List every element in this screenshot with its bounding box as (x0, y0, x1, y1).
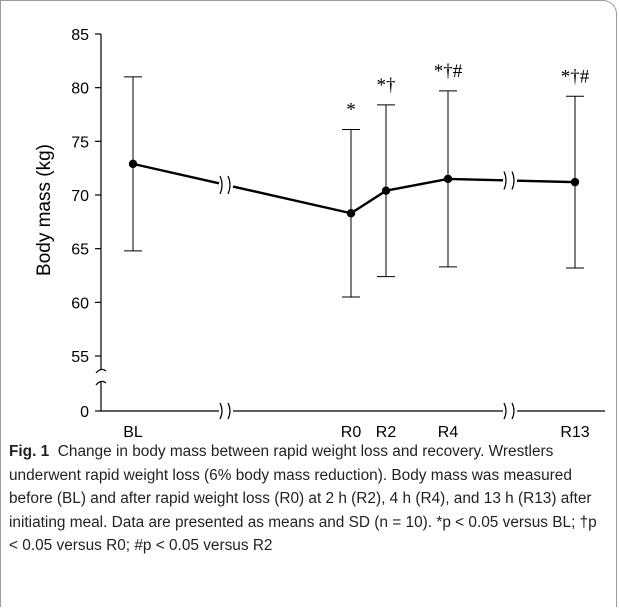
line-BL-R0-break-b (227, 175, 231, 195)
caption-text: Change in body mass between rapid weight… (9, 443, 597, 555)
line-R0-R2 (350, 189, 387, 215)
y-tick-label-65: 65 (71, 242, 89, 259)
axes (95, 34, 605, 420)
y-tick-label-85: 85 (71, 27, 89, 44)
significance-R13: *†# (561, 66, 590, 87)
x-ticks: BL R0 R2 R4 R13 (123, 424, 590, 440)
y-axis-label: Body mass (kg) (34, 144, 55, 276)
figure-caption: Fig. 1 Change in body mass between rapid… (9, 440, 609, 558)
y-axis-break-top (95, 368, 107, 374)
data-point-R2 (381, 186, 391, 195)
x-axis-break-2-a (503, 402, 507, 420)
line-R4-R13-break-b (511, 171, 515, 190)
x-tick-label-R0: R0 (341, 424, 362, 440)
line-R4-R13-left (447, 177, 504, 182)
y-tick-label-55: 55 (71, 349, 89, 366)
data-points (128, 159, 580, 218)
series-line (132, 162, 576, 215)
x-tick-label-BL: BL (123, 424, 143, 440)
line-R4-R13-break-a (503, 171, 507, 190)
x-axis-break-2-b (511, 402, 515, 420)
line-BL-R0-break-a (219, 175, 223, 195)
x-axis-break-1-b (227, 402, 231, 420)
y-tick-label-75: 75 (71, 134, 89, 151)
line-R4-R13-right (516, 179, 576, 184)
data-point-BL (128, 159, 138, 169)
x-tick-label-R4: R4 (438, 424, 459, 440)
y-axis-break-bottom (95, 380, 107, 386)
x-axis-break-1-a (219, 402, 223, 420)
y-tick-label-0: 0 (80, 404, 89, 421)
significance-R2: *† (377, 75, 396, 96)
line-BL-R0-left (132, 162, 220, 185)
y-tick-label-80: 80 (71, 81, 89, 98)
y-tick-label-60: 60 (71, 295, 89, 312)
data-point-R0 (346, 209, 356, 218)
x-tick-label-R13: R13 (560, 424, 589, 440)
data-point-R4 (443, 174, 453, 184)
data-point-R13 (570, 177, 580, 187)
caption-label: Fig. 1 (9, 443, 50, 460)
significance-annotations: * *† *†# *†# (346, 61, 590, 121)
significance-R0: * (346, 100, 356, 121)
x-tick-label-R2: R2 (376, 424, 397, 440)
chart: Body mass (kg) 0 55 60 65 70 75 80 85 BL R0 R2 R4 R… (34, 27, 605, 440)
y-ticks: 0 55 60 65 70 75 80 85 (71, 27, 101, 421)
line-R2-R4 (385, 177, 449, 192)
significance-R4: *†# (434, 61, 463, 82)
y-tick-label-70: 70 (71, 188, 89, 205)
line-BL-R0-right (232, 185, 352, 215)
